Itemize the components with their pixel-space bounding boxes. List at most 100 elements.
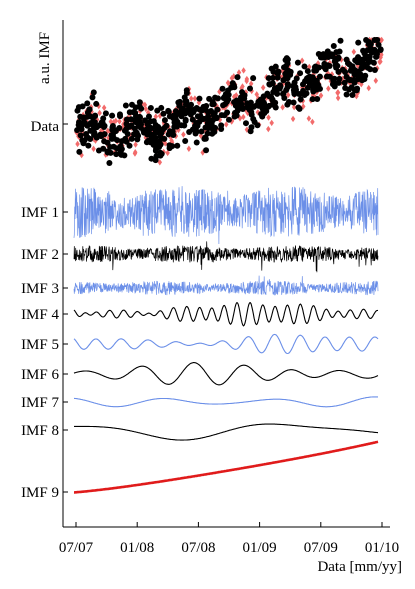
- data-point: [209, 130, 216, 137]
- data-point: [114, 137, 121, 144]
- data-point: [229, 74, 235, 82]
- data-point: [75, 140, 80, 148]
- data-point: [234, 74, 241, 81]
- data-point: [231, 73, 237, 80]
- data-point: [113, 145, 120, 152]
- data-point: [294, 59, 301, 66]
- data-point: [366, 84, 371, 92]
- data-point: [232, 102, 239, 109]
- imf-label: IMF 8: [21, 423, 59, 439]
- data-point: [181, 131, 186, 138]
- data-point: [203, 147, 210, 154]
- imf-series-line: [73, 333, 379, 355]
- imf-label: IMF 9: [21, 485, 59, 501]
- data-point: [291, 79, 298, 86]
- data-point: [221, 112, 228, 119]
- data-point: [126, 142, 133, 149]
- data-point: [204, 130, 211, 137]
- data-point: [161, 117, 168, 124]
- data-point: [189, 95, 194, 102]
- data-point: [334, 55, 341, 62]
- data-point: [77, 132, 84, 139]
- data-point: [307, 63, 312, 71]
- data-point: [109, 131, 116, 138]
- data-point: [361, 55, 368, 62]
- data-point: [89, 94, 96, 101]
- data-point: [192, 95, 198, 102]
- data-point: [280, 104, 285, 111]
- data-point: [100, 124, 107, 131]
- data-point: [291, 91, 298, 98]
- data-point: [324, 62, 331, 69]
- data-point: [247, 85, 254, 92]
- data-point: [79, 151, 84, 159]
- data-point: [144, 120, 151, 127]
- data-point: [241, 92, 248, 99]
- data-point: [280, 90, 287, 97]
- data-point: [87, 136, 94, 143]
- data-point: [360, 47, 367, 54]
- data-point: [231, 93, 237, 100]
- data-point: [169, 139, 175, 146]
- data-point: [281, 94, 288, 101]
- data-point: [326, 73, 333, 80]
- data-point: [244, 126, 250, 133]
- data-point: [299, 57, 305, 64]
- data-point: [173, 123, 180, 130]
- data-point: [102, 110, 109, 117]
- data-point: [341, 79, 348, 86]
- data-point: [106, 159, 113, 166]
- x-tick-label: 07/09: [304, 540, 338, 556]
- data-point: [335, 79, 342, 86]
- data-point: [229, 80, 236, 87]
- data-point: [314, 95, 321, 102]
- data-point: [284, 56, 291, 63]
- data-point: [351, 48, 357, 56]
- data-point: [158, 104, 165, 111]
- data-point: [183, 90, 190, 97]
- data-point: [250, 103, 257, 110]
- data-point: [236, 69, 242, 76]
- data-series-circle: [74, 37, 384, 166]
- x-tick-label: 01/10: [365, 540, 399, 556]
- data-point: [213, 114, 220, 121]
- imf-series-line: [73, 301, 379, 327]
- data-point: [161, 124, 168, 131]
- data-point: [311, 67, 318, 74]
- data-point: [222, 104, 228, 112]
- data-point: [193, 139, 200, 146]
- data-point: [241, 67, 246, 74]
- data-point: [111, 119, 116, 126]
- data-point: [189, 126, 196, 133]
- data-point: [186, 145, 192, 152]
- data-point: [326, 85, 331, 92]
- data-point: [343, 91, 350, 98]
- data-point: [272, 63, 279, 70]
- data-point: [272, 99, 279, 106]
- data-point: [301, 63, 308, 70]
- data-point: [328, 51, 335, 58]
- data-point: [379, 36, 384, 44]
- x-tick-label: 01/08: [120, 540, 154, 556]
- data-point: [200, 103, 207, 110]
- data-point: [207, 117, 214, 124]
- data-point: [92, 112, 99, 119]
- data-point: [316, 73, 323, 80]
- data-point: [290, 99, 297, 106]
- data-point: [333, 49, 340, 56]
- data-point: [306, 115, 312, 122]
- data-point: [316, 85, 323, 92]
- data-point: [133, 149, 138, 156]
- data-point: [275, 68, 282, 75]
- data-point: [165, 108, 172, 115]
- imf-series-line: [74, 440, 379, 494]
- data-point: [218, 126, 225, 133]
- data-point: [132, 118, 139, 125]
- data-point: [299, 81, 306, 88]
- data-point: [157, 159, 163, 166]
- data-point: [260, 84, 266, 91]
- data-point: [244, 77, 249, 85]
- data-point: [84, 109, 91, 116]
- data-point: [122, 135, 129, 142]
- data-point: [198, 128, 205, 135]
